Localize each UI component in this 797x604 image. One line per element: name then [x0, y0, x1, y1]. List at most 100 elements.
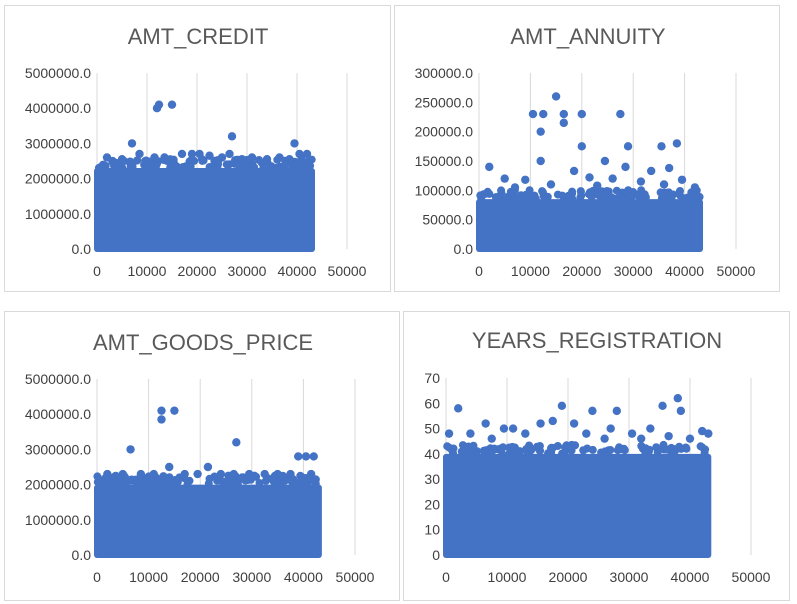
y-tick-label: 150000.0	[415, 153, 474, 169]
dense-point	[539, 188, 547, 197]
scatter-point	[257, 158, 267, 167]
dense-point	[641, 444, 650, 453]
y-tick-label: 2000000.0	[25, 477, 91, 493]
y-tick-label: 50	[424, 421, 440, 437]
scatter-point	[676, 406, 686, 416]
scatter-point	[160, 153, 169, 162]
chart-panel-years-registration: YEARS_REGISTRATION 0 10 20 30 40 50 60 70 0 10000 2…	[403, 311, 790, 601]
scatter-point	[485, 162, 494, 172]
scatter-point	[306, 469, 316, 479]
dense-point	[558, 191, 567, 200]
dense-point	[547, 443, 556, 452]
scatter-point	[585, 173, 594, 182]
scatter-point	[250, 471, 259, 480]
scatter-point	[232, 438, 241, 447]
y-tick-label: 1000000.0	[25, 206, 91, 222]
scatter-point	[117, 155, 127, 164]
scatter-point	[559, 118, 569, 128]
dense-point	[659, 189, 668, 198]
scatter-point	[247, 153, 257, 162]
x-tick-label: 10000	[488, 569, 527, 585]
dense-point	[700, 448, 709, 457]
scatter-point	[187, 149, 197, 159]
scatter-point	[237, 155, 247, 164]
x-tick-label: 0	[475, 263, 483, 279]
y-tick-label: 200000.0	[415, 124, 474, 140]
dense-point	[261, 476, 270, 485]
dense-point	[172, 162, 181, 171]
scatter-point	[302, 149, 312, 159]
scatter-point	[582, 429, 591, 438]
dense-point	[473, 447, 482, 456]
dense-point	[567, 190, 576, 199]
scatter-point	[616, 109, 625, 119]
scatter-point	[646, 166, 656, 176]
dense-point	[503, 192, 512, 201]
scatter-point	[157, 415, 166, 424]
scatter-point	[150, 153, 159, 162]
y-tick-label: 300000.0	[415, 65, 474, 81]
dense-point	[576, 187, 585, 196]
dense-point	[625, 192, 634, 201]
scatter-point	[177, 149, 187, 159]
scatter-point	[569, 166, 579, 176]
dense-point	[236, 474, 245, 483]
chart-panel-amt-goods-price: AMT_GOODS_PRICE 0.0 1000000.0 2000000.0 3000…	[4, 311, 400, 601]
dense-point	[274, 479, 283, 488]
scatter-point	[664, 163, 674, 173]
dense-point	[224, 479, 233, 488]
scatter-point	[309, 452, 318, 461]
scatter-point	[557, 401, 567, 411]
y-tick-label: 4000000.0	[25, 100, 91, 116]
y-tick-label: 3000000.0	[25, 441, 91, 457]
x-tick-label: 10000	[511, 263, 550, 279]
scatter-point	[577, 109, 586, 119]
scatter-point	[193, 469, 202, 479]
scatter-point	[229, 469, 238, 479]
dense-point-cloud	[476, 186, 704, 252]
scatter-point	[608, 174, 617, 183]
scatter-point	[290, 139, 299, 148]
dense-point	[696, 442, 705, 451]
scatter-point	[103, 469, 112, 479]
dense-point	[93, 472, 102, 481]
scatter-point	[673, 394, 682, 403]
y-tick-label: 60	[424, 395, 440, 411]
dense-point	[618, 188, 626, 197]
scatter-point	[217, 153, 227, 162]
y-tick-label: 5000000.0	[25, 371, 91, 387]
scatter-point	[205, 151, 214, 160]
scatter-point	[612, 406, 621, 416]
scatter-point	[454, 404, 463, 413]
chart-panel-amt-annuity: AMT_ANNUITY 0.0 50000.0 100000.0 150000.0 200…	[394, 5, 780, 292]
chart-title: AMT_ANNUITY	[510, 24, 666, 49]
y-tick-label: 0.0	[454, 241, 474, 257]
dense-point	[521, 190, 530, 199]
dense-point	[505, 448, 514, 457]
x-tick-label: 20000	[549, 569, 588, 585]
scatter-point	[508, 424, 518, 433]
scatter-point	[659, 180, 669, 189]
dense-point	[516, 447, 525, 456]
scatter-point	[216, 469, 226, 479]
scatter-point	[621, 162, 630, 172]
dense-point	[597, 193, 606, 202]
x-tick-label: 20000	[562, 263, 601, 279]
y-tick-label: 20	[424, 496, 440, 512]
x-tick-label: 50000	[328, 263, 367, 279]
dense-point	[584, 190, 593, 199]
scatter-point	[225, 149, 234, 159]
scatter-point	[536, 127, 545, 136]
scatter-point	[142, 158, 152, 167]
scatter-point	[203, 462, 213, 472]
x-tick-label: 40000	[284, 569, 323, 585]
scatter-point	[657, 142, 666, 151]
dense-point	[122, 477, 131, 486]
scatter-point	[127, 139, 137, 148]
y-tick-label: 5000000.0	[25, 65, 91, 81]
dense-point	[297, 472, 306, 481]
dense-point	[104, 477, 112, 485]
scatter-point	[704, 429, 713, 438]
y-tick-label: 70	[424, 370, 440, 386]
scatter-point	[444, 429, 454, 438]
